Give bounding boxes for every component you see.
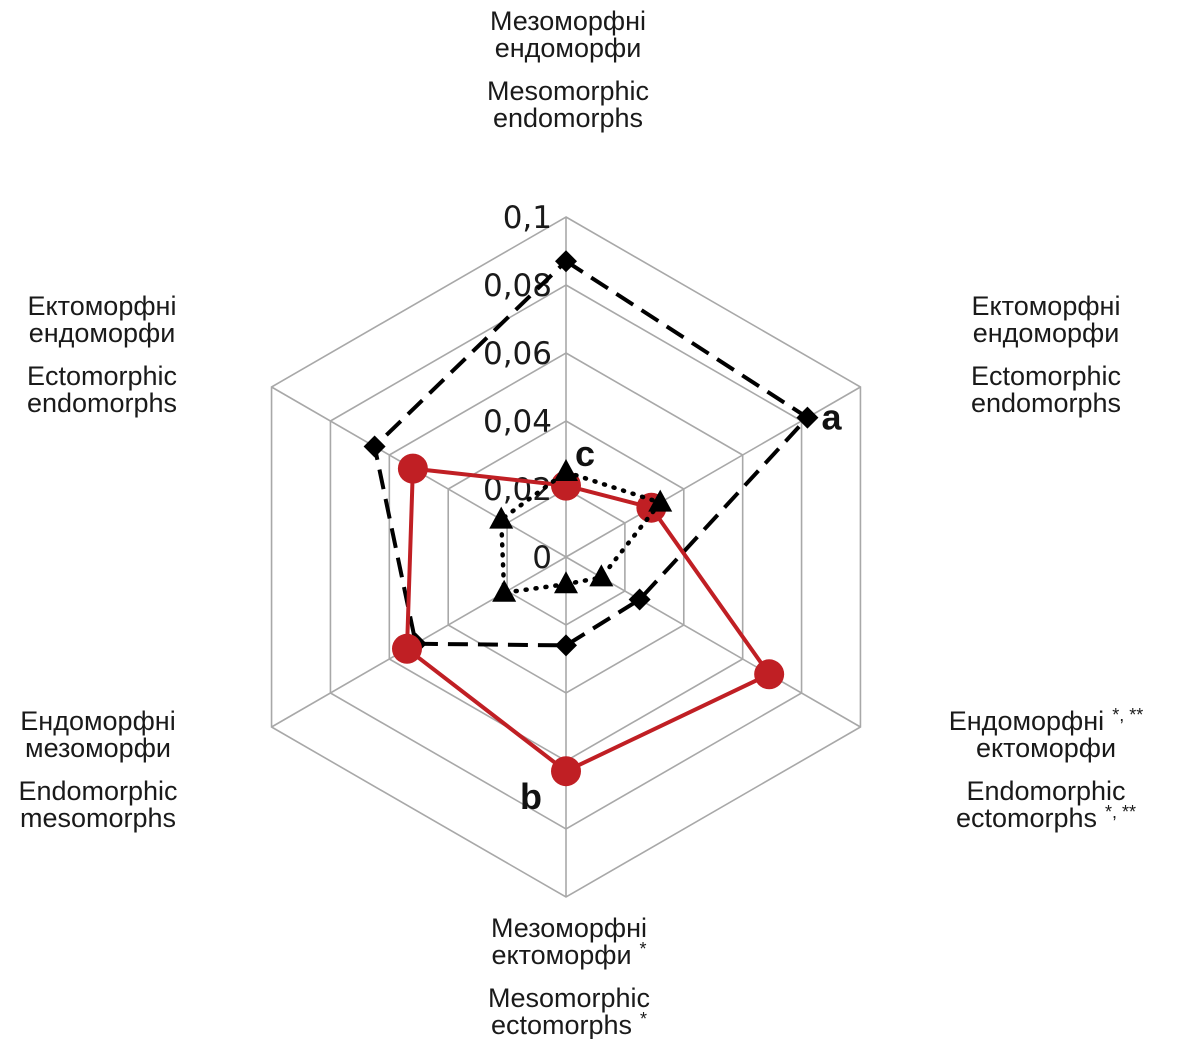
series-label-c: c <box>575 433 595 474</box>
data-point <box>796 406 819 429</box>
data-point <box>489 506 514 529</box>
axis-label-text: Ектоморфні <box>972 291 1121 321</box>
significance-mark: * <box>640 939 647 959</box>
axis-label-text: Ектоморфні <box>28 291 177 321</box>
axis-label-text: endomorphs <box>493 103 643 133</box>
series-label-b: b <box>520 776 542 817</box>
axis-label-text: endomorphs <box>971 388 1121 418</box>
data-point <box>555 250 577 273</box>
data-point <box>589 564 614 587</box>
significance-mark: *, ** <box>1112 705 1143 725</box>
data-point <box>363 435 386 458</box>
significance-mark: *, ** <box>1105 802 1136 822</box>
axis-label-text: Mesomorphic <box>487 76 649 106</box>
axis-label-text: ectomorphs *, ** <box>956 802 1136 833</box>
axis-label-text: мезоморфи <box>25 733 171 763</box>
axis-label-text: Ендоморфні *, ** <box>949 705 1143 736</box>
radar-grid <box>270 216 862 898</box>
data-point <box>628 588 651 611</box>
axis-label-text: ендоморфи <box>29 318 176 348</box>
axis-label-text: ендоморфи <box>973 318 1120 348</box>
radar-series <box>363 250 819 787</box>
series-letters: a b c <box>520 397 842 818</box>
data-point <box>754 659 785 690</box>
data-point <box>554 459 578 481</box>
grid-spoke <box>565 386 861 558</box>
radial-tick-labels: 00,020,040,060,080,1 <box>483 200 552 576</box>
axis-label-text: ендоморфи <box>495 33 642 63</box>
axis-label-text: Endomorphic <box>18 776 177 806</box>
axis-label-text: Ectomorphic <box>971 361 1121 391</box>
data-point <box>492 579 517 602</box>
axis-label-text: Мезоморфні <box>490 6 646 36</box>
axis-label-text: Mesomorphic <box>488 983 650 1013</box>
tick-label: 0,04 <box>483 404 552 440</box>
axis-label-text: mesomorphs <box>20 803 176 833</box>
tick-label: 0 <box>532 540 552 576</box>
axis-label-text: Ectomorphic <box>27 361 177 391</box>
tick-label: 0,1 <box>503 200 552 236</box>
series-label-a: a <box>821 397 842 438</box>
data-point <box>551 756 581 787</box>
data-point <box>555 634 577 657</box>
data-point <box>648 489 673 512</box>
axis-label-3: Ендоморфні *, **ектоморфи Endomorphicectom… <box>949 705 1143 833</box>
series-c <box>489 459 673 602</box>
tick-label: 0,06 <box>483 336 552 372</box>
data-point <box>397 453 428 484</box>
axis-label-text: ектоморфи * <box>491 939 646 970</box>
axis-label-text: Мезоморфні <box>491 913 647 943</box>
axis-label-text: Endomorphic <box>966 776 1125 806</box>
series-b-line <box>404 466 773 774</box>
axis-label-text: ектоморфи <box>976 733 1116 763</box>
data-point <box>391 633 422 664</box>
data-point <box>554 571 578 594</box>
grid-spoke <box>565 556 861 728</box>
axis-label-text: endomorphs <box>27 388 177 418</box>
axis-label-text: ectomorphs * <box>491 1009 647 1039</box>
axis-labels: МезоморфніендоморфиMesomorphicendomorphs… <box>18 6 1143 1039</box>
axis-label-text: Ендоморфні <box>20 706 175 736</box>
significance-mark: * <box>640 1009 647 1029</box>
